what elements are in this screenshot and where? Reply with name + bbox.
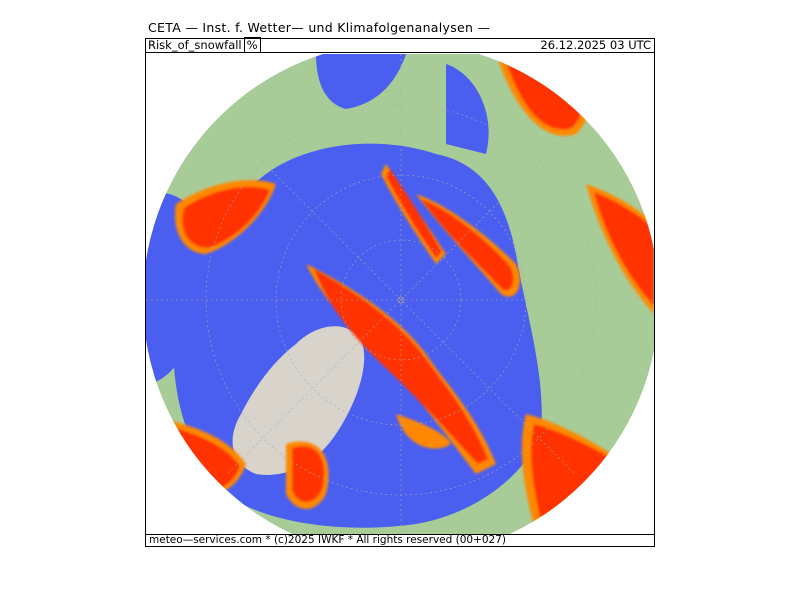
parameter-label: Risk_of_snowfall	[148, 38, 242, 52]
polar-snowfall-map	[146, 53, 654, 535]
greenland	[232, 325, 365, 475]
map-header: Risk_of_snowfall% 26.12.2025 03 UTC	[146, 37, 654, 53]
unit-label: %	[243, 37, 261, 53]
map-footer: meteo—services.com * (c)2025 IWKF * All …	[146, 534, 654, 546]
copyright-text: meteo—services.com * (c)2025 IWKF * All …	[149, 534, 507, 546]
valid-time: 26.12.2025 03 UTC	[540, 38, 651, 52]
page-title: CETA — Inst. f. Wetter— und Klimafolgena…	[148, 20, 491, 35]
north-pole-marker	[397, 296, 405, 303]
graticule	[146, 53, 654, 535]
map-frame: Risk_of_snowfall% 26.12.2025 03 UTC	[145, 37, 655, 547]
